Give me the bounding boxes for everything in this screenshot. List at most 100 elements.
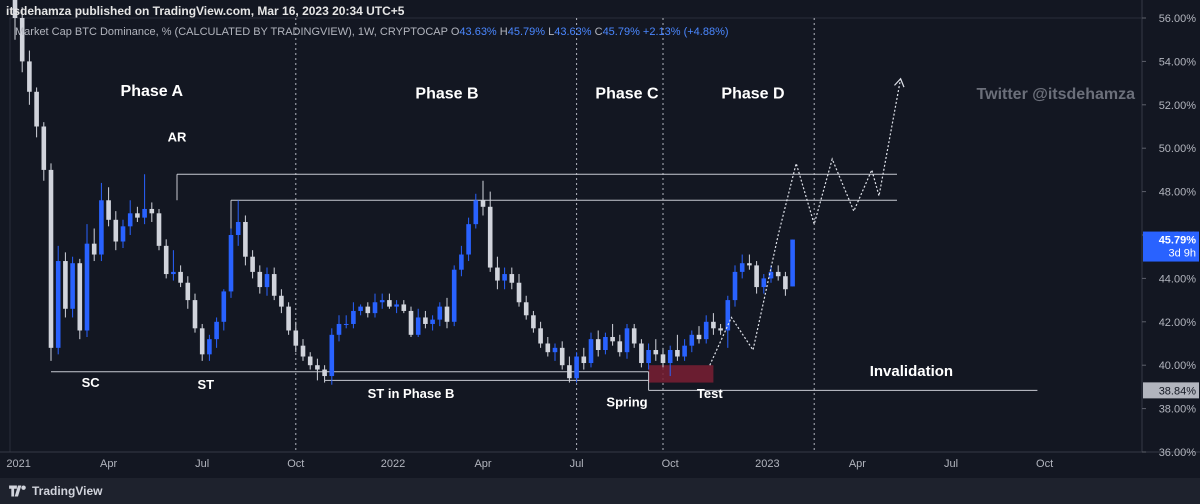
y-tick-label: 48.00%: [1159, 187, 1197, 199]
candle-body: [358, 306, 363, 311]
candle-body: [156, 213, 162, 246]
candle-body: [610, 336, 615, 342]
candle-body: [307, 356, 313, 366]
candle-body: [41, 126, 47, 170]
x-tick-label: Apr: [100, 458, 117, 470]
candle-body: [171, 271, 176, 275]
candle-body: [538, 328, 543, 344]
candle-body: [257, 271, 263, 288]
candle-body: [264, 274, 270, 288]
open-label: O: [450, 26, 460, 38]
candle-body: [55, 261, 61, 348]
candle-body: [329, 334, 335, 377]
candle-body: [315, 365, 320, 370]
candle-body: [48, 169, 54, 348]
tradingview-logo-icon[interactable]: [8, 483, 28, 499]
candle-body: [243, 221, 248, 257]
candle-body: [207, 339, 212, 355]
candle-body: [653, 350, 659, 355]
candle-body: [603, 336, 608, 351]
y-tick-label: 54.00%: [1159, 56, 1197, 68]
x-tick-label: 2022: [381, 458, 405, 470]
watermark-text: Twitter @itsdehamza: [977, 86, 1136, 103]
candle-body: [660, 354, 666, 364]
open-value: 43.63%: [459, 26, 497, 38]
candle-body: [545, 343, 551, 353]
current-price-label: 45.79%: [1159, 235, 1197, 247]
candle-body: [667, 350, 673, 364]
y-tick-label: 36.00%: [1159, 447, 1197, 459]
candle-body: [739, 263, 745, 272]
x-tick-label: Apr: [474, 458, 491, 470]
candle-body: [214, 321, 219, 340]
candle-body: [559, 347, 565, 366]
plot-layer: [12, 0, 1038, 452]
close-value: 45.79% +2.13% (+4.88%): [602, 26, 729, 38]
candle-body: [235, 221, 241, 235]
annotation-label: Spring: [606, 394, 647, 409]
candle-body: [423, 317, 428, 324]
candle-body: [595, 339, 601, 351]
candle-body: [617, 341, 623, 353]
phase-label: Phase D: [721, 85, 784, 102]
y-tick-label: 44.00%: [1159, 273, 1197, 285]
candle-body: [473, 200, 479, 225]
candle-body: [531, 315, 536, 329]
candle-body: [466, 224, 471, 255]
high-value: 45.79%: [507, 26, 546, 38]
candle-body: [574, 356, 579, 379]
candle-body: [696, 334, 702, 340]
candle-body: [91, 243, 97, 255]
phase-label: Phase A: [121, 83, 184, 100]
x-tick-label: 2023: [755, 458, 779, 470]
annotation-label: ST: [197, 377, 214, 392]
candle-body: [113, 219, 119, 242]
candle-body: [12, 0, 18, 19]
x-tick-label: 2021: [6, 458, 30, 470]
annotation-label: SC: [82, 375, 101, 390]
publish-info: itsdehamza published on TradingView.com,…: [6, 4, 405, 18]
candle-body: [761, 278, 767, 288]
candle-body: [228, 235, 234, 292]
x-tick-label: Jul: [570, 458, 584, 470]
candle-body: [552, 347, 558, 353]
y-tick-label: 42.00%: [1159, 317, 1197, 329]
x-tick-label: Oct: [287, 458, 304, 470]
x-tick-label: Apr: [849, 458, 866, 470]
candle-body: [516, 282, 522, 303]
candle-body: [127, 213, 133, 227]
low-label: L: [548, 26, 555, 38]
candle-body: [790, 239, 795, 287]
y-tick-label: 40.00%: [1159, 360, 1197, 372]
candle-body: [336, 323, 342, 335]
candle-body: [34, 91, 39, 127]
candle-body: [502, 274, 507, 281]
candle-body: [300, 345, 306, 357]
candle-body: [408, 310, 414, 335]
symbol-name: Market Cap BTC Dominance, % (CALCULATED …: [15, 26, 448, 38]
candle-body: [84, 243, 90, 331]
candle-body: [495, 267, 500, 281]
symbol-info: Market Cap BTC Dominance, % (CALCULATED …: [15, 26, 729, 38]
y-tick-label: 56.00%: [1159, 13, 1197, 25]
candle-body: [718, 328, 723, 331]
candle-body: [142, 208, 147, 218]
candle-body: [444, 306, 450, 322]
annotation-label: Test: [697, 386, 723, 401]
candle-body: [783, 276, 788, 290]
footer-brand[interactable]: TradingView: [32, 484, 103, 498]
candle-body: [322, 369, 327, 377]
annotation-label: ST in Phase B: [368, 386, 455, 401]
candle-body: [293, 330, 299, 346]
x-tick-label: Oct: [662, 458, 679, 470]
candle-body: [63, 261, 68, 309]
annotation-label: Invalidation: [870, 363, 953, 380]
candle-body: [351, 310, 356, 324]
x-tick-label: Jul: [195, 458, 209, 470]
candle-body: [639, 343, 644, 364]
y-tick-label: 52.00%: [1159, 100, 1197, 112]
footer-bar: TradingView: [0, 478, 1200, 504]
candle-body: [509, 274, 515, 283]
